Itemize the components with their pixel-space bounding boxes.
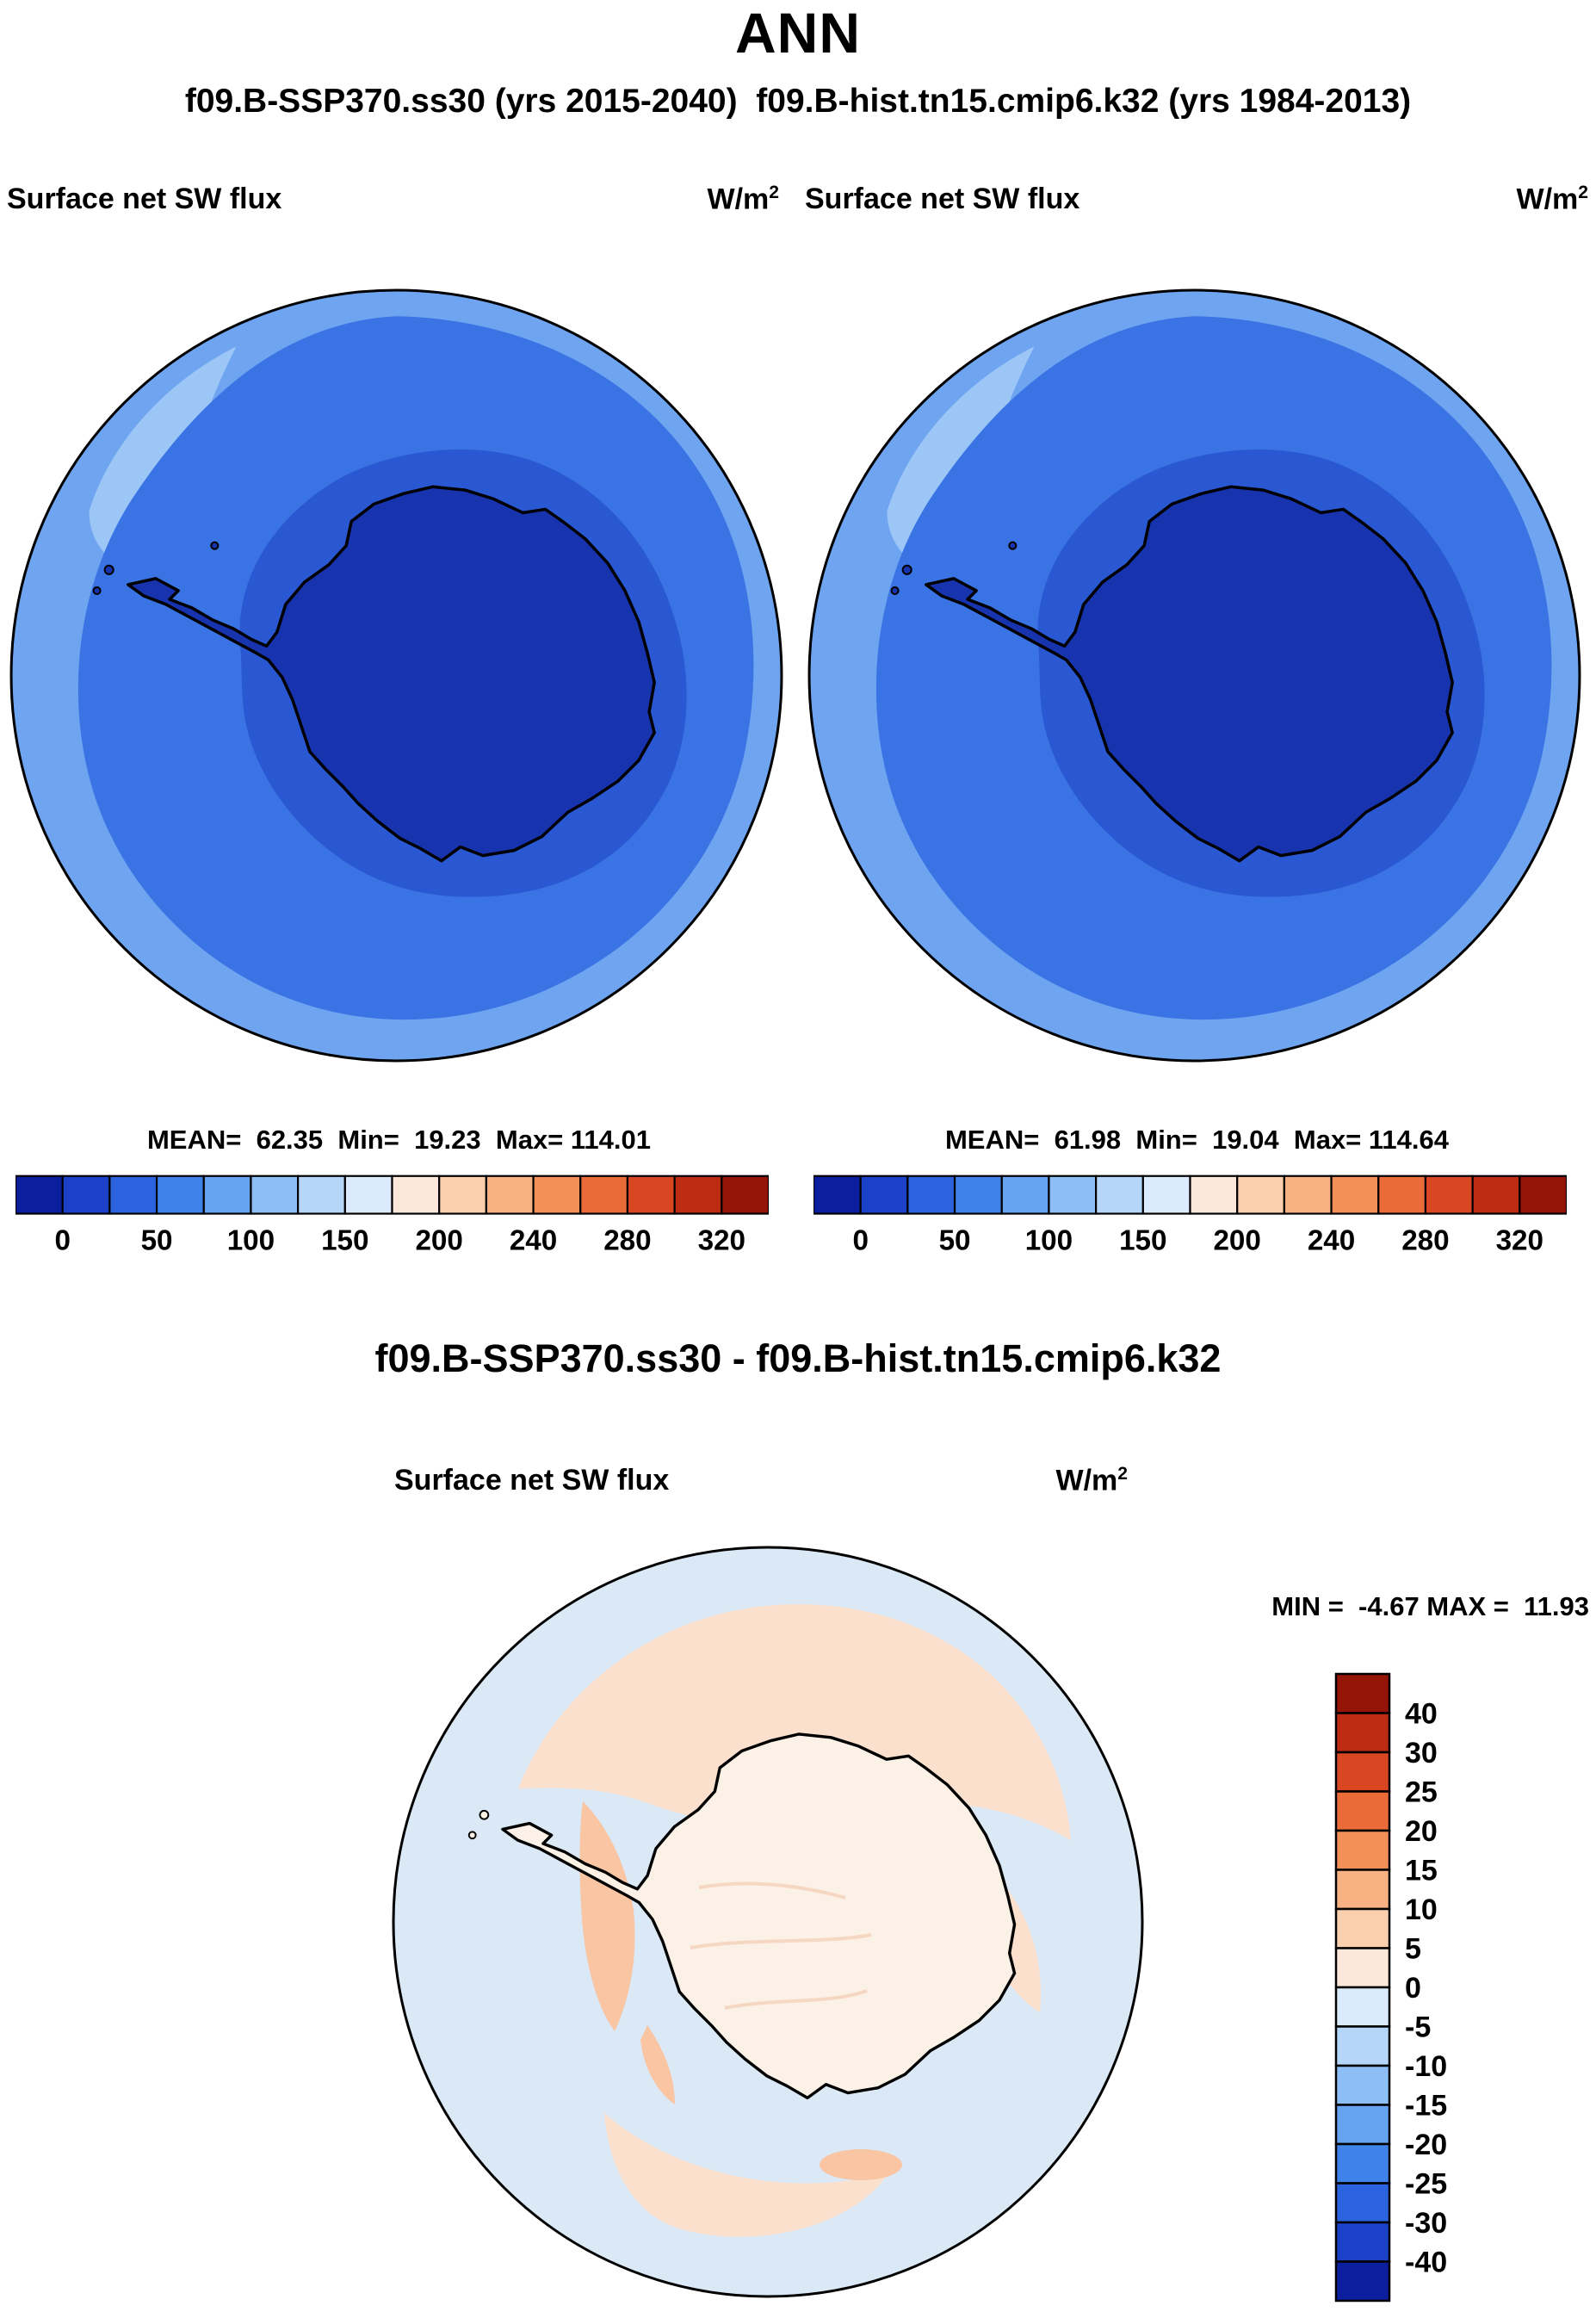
svg-text:200: 200 bbox=[1213, 1225, 1260, 1257]
svg-text:5: 5 bbox=[1405, 1933, 1421, 1966]
stats-left: MEAN= 62.35 Min= 19.23 Max= 114.01 bbox=[146, 1125, 652, 1155]
figure-season-title: ANN bbox=[735, 1, 861, 65]
svg-text:100: 100 bbox=[227, 1225, 275, 1257]
svg-text:280: 280 bbox=[603, 1225, 651, 1257]
svg-text:0: 0 bbox=[54, 1225, 71, 1257]
svg-text:240: 240 bbox=[510, 1225, 557, 1257]
antarctica-outline bbox=[127, 485, 656, 863]
polar-map bbox=[807, 288, 1581, 1063]
panel-title-right: Surface net SW flux bbox=[805, 183, 1080, 215]
svg-text:-30: -30 bbox=[1405, 2207, 1447, 2240]
svg-text:-15: -15 bbox=[1405, 2090, 1447, 2123]
svg-text:50: 50 bbox=[141, 1225, 173, 1257]
svg-text:10: 10 bbox=[1405, 1893, 1438, 1926]
map-left-ssp370 bbox=[7, 286, 786, 1069]
svg-text:-20: -20 bbox=[1405, 2129, 1447, 2161]
diff-minmax: MIN = -4.67 MAX = 11.93 bbox=[1271, 1591, 1589, 1621]
svg-text:150: 150 bbox=[321, 1225, 368, 1257]
svg-text:15: 15 bbox=[1405, 1855, 1438, 1887]
panel-header-left: Surface net SW flux W/m2 bbox=[7, 183, 779, 216]
svg-text:50: 50 bbox=[939, 1225, 971, 1257]
svg-text:0: 0 bbox=[852, 1225, 869, 1257]
horizontal-colorbar: 0 50 100 150 200 240 280 320 bbox=[14, 1174, 770, 1257]
svg-text:280: 280 bbox=[1401, 1225, 1449, 1257]
svg-text:150: 150 bbox=[1119, 1225, 1166, 1257]
panel-header-right: Surface net SW flux W/m2 bbox=[805, 183, 1588, 216]
svg-text:40: 40 bbox=[1405, 1698, 1438, 1731]
svg-text:-40: -40 bbox=[1405, 2247, 1447, 2279]
svg-text:320: 320 bbox=[698, 1225, 745, 1257]
horizontal-colorbar: 0 50 100 150 200 240 280 320 bbox=[812, 1174, 1568, 1257]
svg-text:200: 200 bbox=[415, 1225, 462, 1257]
polar-diff-map bbox=[392, 1546, 1144, 2298]
polar-map bbox=[9, 288, 783, 1063]
svg-text:30: 30 bbox=[1405, 1737, 1438, 1769]
svg-text:25: 25 bbox=[1405, 1776, 1438, 1809]
svg-text:-5: -5 bbox=[1405, 2011, 1431, 2044]
svg-text:100: 100 bbox=[1025, 1225, 1073, 1257]
panel-units-diff: W/m2 bbox=[1055, 1464, 1128, 1497]
map-right-hist bbox=[805, 286, 1584, 1069]
diff-heading: f09.B-SSP370.ss30 - f09.B-hist.tn15.cmip… bbox=[374, 1336, 1222, 1380]
panel-units-right: W/m2 bbox=[1516, 183, 1588, 216]
vertical-colorbar: 40 30 25 20 15 10 5 0 -5 -10 -15 -20 -25 -30 -40 bbox=[1334, 1672, 1447, 2303]
svg-text:320: 320 bbox=[1496, 1225, 1543, 1257]
map-diff bbox=[389, 1543, 1147, 2305]
stats-right: MEAN= 61.98 Min= 19.04 Max= 114.64 bbox=[944, 1125, 1450, 1155]
colorbar-diff: 40 30 25 20 15 10 5 0 -5 -10 -15 -20 -25 -30 -40 bbox=[1334, 1672, 1506, 2309]
svg-text:20: 20 bbox=[1405, 1815, 1438, 1848]
panel-header-diff: Surface net SW flux W/m2 bbox=[394, 1464, 1128, 1497]
panel-title-diff: Surface net SW flux bbox=[394, 1464, 670, 1497]
svg-text:240: 240 bbox=[1308, 1225, 1355, 1257]
colorbar-right: 0 50 100 150 200 240 280 320 bbox=[812, 1174, 1568, 1261]
colorbar-left: 0 50 100 150 200 240 280 320 bbox=[14, 1174, 770, 1261]
svg-text:0: 0 bbox=[1405, 1972, 1421, 2005]
panel-units-left: W/m2 bbox=[707, 183, 779, 216]
antarctica-outline bbox=[925, 485, 1454, 863]
panel-title-left: Surface net SW flux bbox=[7, 183, 282, 215]
case-names-subtitle: f09.B-SSP370.ss30 (yrs 2015-2040) f09.B-… bbox=[184, 83, 1412, 120]
svg-text:-10: -10 bbox=[1405, 2050, 1447, 2083]
antarctica-outline bbox=[501, 1732, 1017, 2100]
svg-text:-25: -25 bbox=[1405, 2168, 1447, 2201]
